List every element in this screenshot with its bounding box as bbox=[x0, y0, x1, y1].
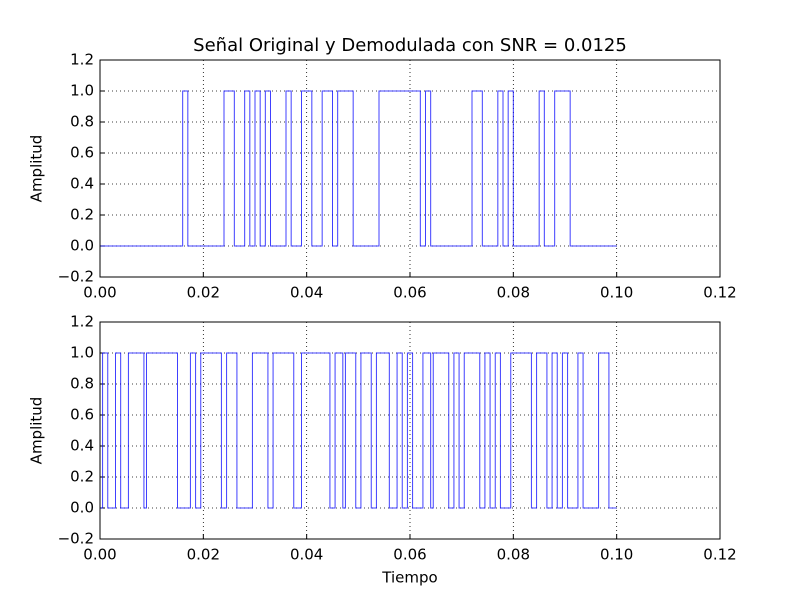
y-axis-label: Amplitud bbox=[28, 135, 46, 203]
x-tick-label: 0.04 bbox=[290, 546, 323, 564]
x-axis-label: Tiempo bbox=[381, 569, 437, 587]
y-tick-label: 0.8 bbox=[70, 113, 94, 131]
x-tick-label: 0.06 bbox=[393, 546, 426, 564]
y-axis-label: Amplitud bbox=[28, 397, 46, 465]
y-tick-label: 0.6 bbox=[70, 144, 94, 162]
y-tick-label: 0.4 bbox=[70, 175, 94, 193]
x-tick-label: 0.04 bbox=[290, 284, 323, 302]
y-tick-label: 1.2 bbox=[70, 313, 94, 331]
y-tick-label: 0.2 bbox=[70, 468, 94, 486]
x-tick-label: 0.08 bbox=[497, 546, 530, 564]
axes-frame bbox=[99, 321, 721, 540]
y-tick-label: 1.2 bbox=[70, 51, 94, 69]
y-tick-label: −0.2 bbox=[58, 530, 94, 548]
y-tick-label: 1.0 bbox=[70, 344, 94, 362]
x-tick-label: 0.00 bbox=[83, 284, 116, 302]
x-tick-label: 0.08 bbox=[497, 284, 530, 302]
y-tick-label: 0.0 bbox=[70, 237, 94, 255]
y-tick-label: 0.0 bbox=[70, 499, 94, 517]
axes-frame bbox=[99, 59, 721, 278]
y-tick-label: 0.8 bbox=[70, 375, 94, 393]
x-tick-label: 0.12 bbox=[703, 284, 736, 302]
x-tick-label: 0.06 bbox=[393, 284, 426, 302]
chart-title: Señal Original y Demodulada con SNR = 0.… bbox=[193, 35, 627, 56]
signal-line bbox=[100, 352, 617, 509]
y-tick-label: 0.2 bbox=[70, 206, 94, 224]
y-tick-label: 0.6 bbox=[70, 406, 94, 424]
x-tick-label: 0.02 bbox=[187, 546, 220, 564]
x-tick-label: 0.02 bbox=[187, 284, 220, 302]
x-tick-label: 0.12 bbox=[703, 546, 736, 564]
signal-line bbox=[100, 90, 617, 247]
y-tick-label: −0.2 bbox=[58, 268, 94, 286]
x-tick-label: 0.10 bbox=[600, 546, 633, 564]
y-tick-label: 0.4 bbox=[70, 437, 94, 455]
x-tick-label: 0.00 bbox=[83, 546, 116, 564]
y-tick-label: 1.0 bbox=[70, 82, 94, 100]
x-tick-label: 0.10 bbox=[600, 284, 633, 302]
